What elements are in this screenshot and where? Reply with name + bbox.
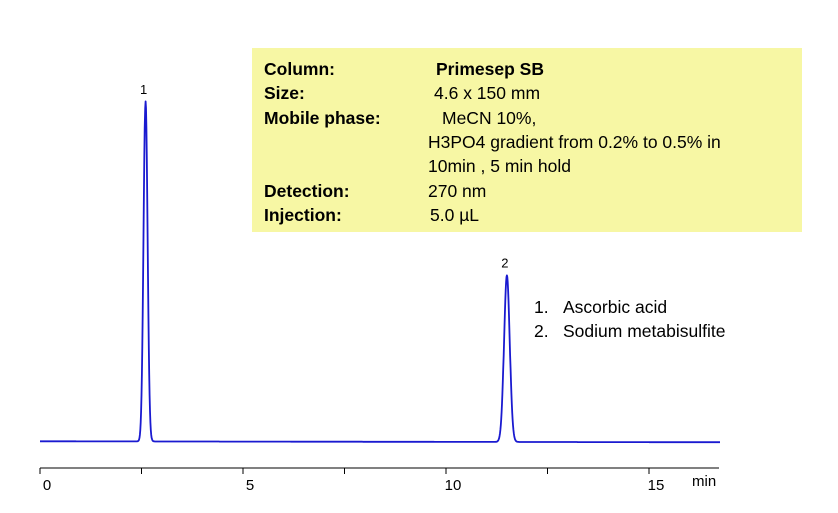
method-info-panel bbox=[252, 48, 802, 232]
x-tick-label: 5 bbox=[246, 477, 254, 494]
legend-item: 1. Ascorbic acid bbox=[534, 297, 667, 318]
peak-label: 2 bbox=[501, 255, 508, 270]
x-axis-label: min bbox=[692, 473, 716, 490]
info-key: Mobile phase: bbox=[264, 107, 381, 128]
info-row: H3PO4 gradient from 0.2% to 0.5% in bbox=[264, 130, 784, 154]
chromatogram-trace bbox=[39, 100, 721, 444]
info-row: 10min , 5 min hold bbox=[264, 154, 784, 178]
x-tick-label: 0 bbox=[43, 477, 51, 494]
info-row: Mobile phase: MeCN 10%, bbox=[264, 106, 784, 130]
info-row: Column: Primesep SB bbox=[264, 57, 784, 81]
info-value: 10min , 5 min hold bbox=[428, 156, 571, 177]
info-value: 5.0 µL bbox=[430, 204, 480, 225]
info-row: Detection: 270 nm bbox=[264, 179, 784, 203]
legend-item: 2. Sodium metabisulfite bbox=[534, 321, 725, 342]
legend-label: Ascorbic acid bbox=[563, 297, 668, 317]
peak-label: 1 bbox=[140, 82, 147, 97]
info-value: 4.6 x 150 mm bbox=[434, 83, 541, 104]
info-value: Primesep SB bbox=[436, 59, 544, 79]
x-tick-label: 10 bbox=[445, 477, 462, 494]
info-key: Size: bbox=[264, 83, 305, 104]
legend-number: 2. bbox=[534, 321, 549, 341]
info-key: Detection: bbox=[264, 180, 350, 201]
info-row: Injection: 5.0 µL bbox=[264, 203, 784, 227]
legend-label: Sodium metabisulfite bbox=[563, 321, 726, 341]
legend-number: 1. bbox=[534, 297, 549, 317]
info-value: H3PO4 gradient from 0.2% to 0.5% in bbox=[428, 131, 721, 152]
x-tick-label: 15 bbox=[648, 477, 665, 494]
info-value: 270 nm bbox=[428, 180, 487, 201]
info-value: MeCN 10%, bbox=[442, 107, 537, 128]
info-row: Size: 4.6 x 150 mm bbox=[264, 81, 784, 105]
info-key: Injection: bbox=[264, 204, 342, 225]
info-key: Column: bbox=[264, 59, 335, 79]
